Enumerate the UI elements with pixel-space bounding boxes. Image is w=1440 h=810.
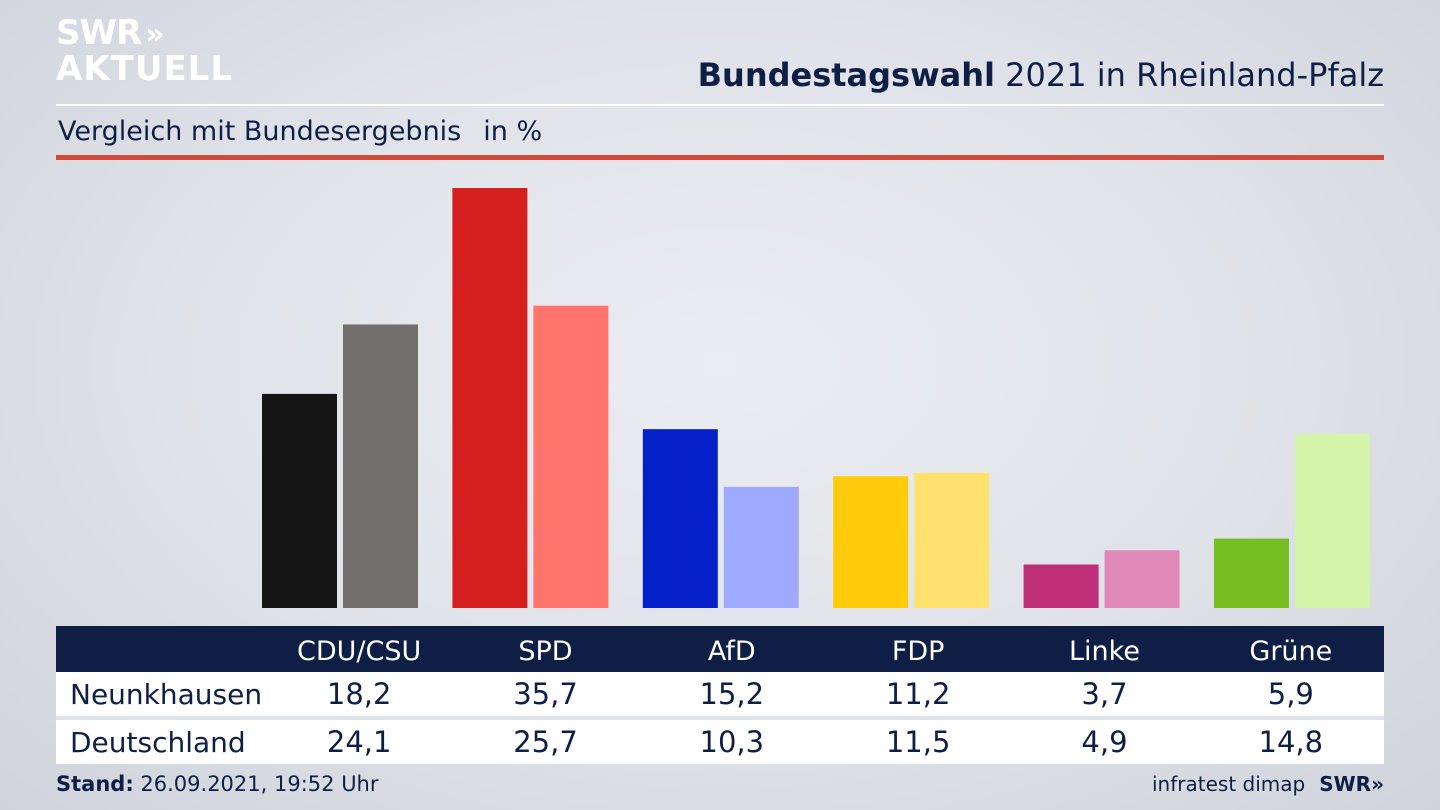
table-cell: 11,2 xyxy=(824,672,1012,718)
table-header-cell: Linke xyxy=(1011,626,1198,672)
results-table: CDU/CSU SPD AfD FDP Linke Grüne Neunkhau… xyxy=(56,626,1384,764)
table-header-cell: FDP xyxy=(824,626,1012,672)
subtitle-divider xyxy=(56,155,1384,160)
table-cell: 3,7 xyxy=(1011,672,1198,718)
chart-subtitle: Vergleich mit Bundesergebnis in % xyxy=(58,116,542,147)
table-header-cell: SPD xyxy=(452,626,639,672)
timestamp: Stand: 26.09.2021, 19:52 Uhr xyxy=(56,772,379,796)
logo-arrows: » xyxy=(145,17,165,52)
bar-gr-ne-neunkhausen xyxy=(1214,538,1289,608)
table-cell: 18,2 xyxy=(266,672,453,718)
bar-afd-deutschland xyxy=(723,486,799,608)
table-cell: 4,9 xyxy=(1011,716,1198,764)
table-cell: 10,3 xyxy=(638,716,825,764)
chart-title-rest: 2021 in Rheinland-Pfalz xyxy=(1005,56,1384,94)
table-header-cell: Grüne xyxy=(1197,626,1384,672)
bar-linke-neunkhausen xyxy=(1023,564,1099,608)
title-divider xyxy=(56,104,1384,106)
swr-aktuell-logo: SWR» AKTUELL xyxy=(56,16,233,86)
chart-title-bold: Bundestagswahl xyxy=(697,56,995,94)
table-row: Deutschland 24,1 25,7 10,3 11,5 4,9 14,8 xyxy=(56,716,1384,764)
bar-gr-ne-deutschland xyxy=(1295,433,1370,608)
source-credit: infratest dimap SWR» xyxy=(1152,772,1384,796)
table-header-cell: AfD xyxy=(638,626,825,672)
chart-title: Bundestagswahl 2021 in Rheinland-Pfalz xyxy=(698,56,1384,94)
table-cell: 5,9 xyxy=(1197,672,1384,718)
bar-linke-deutschland xyxy=(1104,550,1180,608)
row-label: Neunkhausen xyxy=(56,672,266,718)
table-header-row: CDU/CSU SPD AfD FDP Linke Grüne xyxy=(56,626,1384,672)
bar-fdp-neunkhausen xyxy=(833,476,909,608)
swr-brand: SWR» xyxy=(1319,772,1384,796)
table-cell: 24,1 xyxy=(266,716,453,764)
bar-spd-neunkhausen xyxy=(452,188,528,608)
source-label: infratest dimap xyxy=(1152,772,1306,796)
row-label: Deutschland xyxy=(56,716,266,764)
bar-chart xyxy=(262,188,1370,608)
table-cell: 15,2 xyxy=(638,672,825,718)
logo-line1: SWR xyxy=(56,13,142,53)
timestamp-value: 26.09.2021, 19:52 Uhr xyxy=(140,772,379,796)
timestamp-label: Stand: xyxy=(56,772,134,796)
subtitle-unit: in % xyxy=(483,116,543,147)
bar-cdu-csu-neunkhausen xyxy=(262,393,337,608)
bar-spd-deutschland xyxy=(533,305,609,608)
bar-cdu-csu-deutschland xyxy=(343,324,418,608)
table-cell: 14,8 xyxy=(1197,716,1384,764)
logo-line2: AKTUELL xyxy=(56,49,234,89)
table-header-corner xyxy=(56,626,266,672)
subtitle-text: Vergleich mit Bundesergebnis xyxy=(58,116,462,147)
table-cell: 11,5 xyxy=(824,716,1012,764)
bar-afd-neunkhausen xyxy=(642,429,718,608)
table-cell: 35,7 xyxy=(452,672,639,718)
table-row: Neunkhausen 18,2 35,7 15,2 11,2 3,7 5,9 xyxy=(56,672,1384,718)
bar-fdp-deutschland xyxy=(914,472,990,608)
table-header-cell: CDU/CSU xyxy=(266,626,453,672)
table-cell: 25,7 xyxy=(452,716,639,764)
